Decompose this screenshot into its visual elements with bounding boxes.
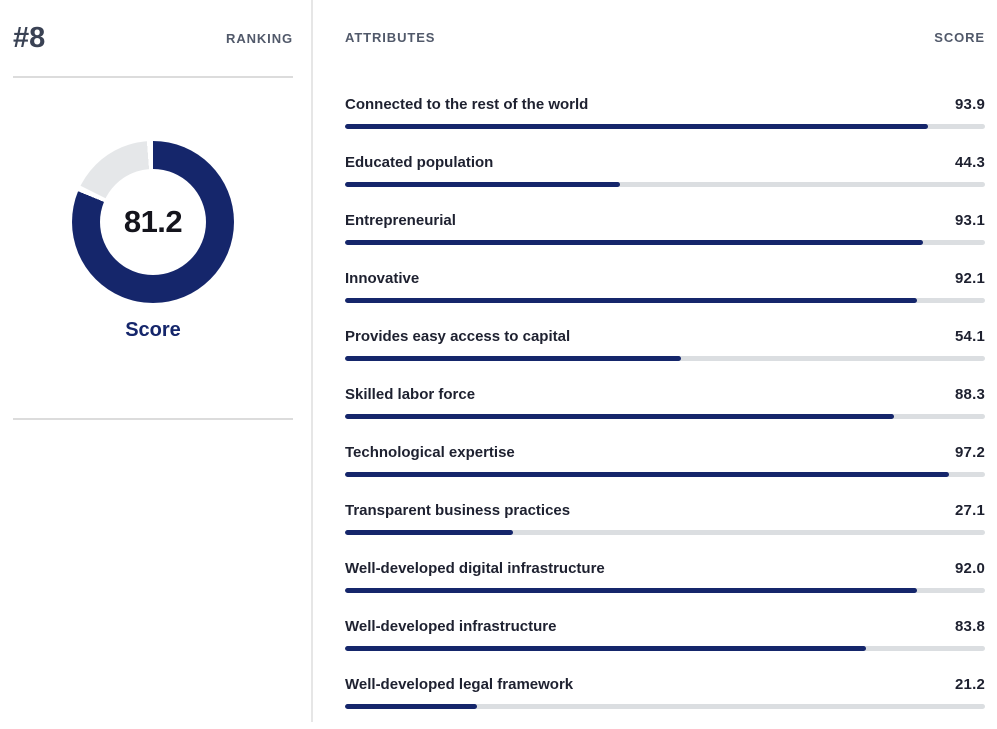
attribute-bar-track — [345, 414, 985, 419]
ranking-header: #8 RANKING — [13, 0, 293, 78]
attribute-row: Skilled labor force 88.3 — [345, 385, 985, 419]
attributes-header: ATTRIBUTES — [345, 30, 436, 45]
attribute-bar-fill — [345, 588, 917, 593]
attribute-score: 93.9 — [955, 96, 985, 113]
attribute-row-line: Transparent business practices 27.1 — [345, 501, 985, 521]
attribute-bar-fill — [345, 124, 929, 129]
ranking-panel: #8 RANKING 81.2 Score — [13, 0, 293, 420]
attribute-row-line: Connected to the rest of the world 93.9 — [345, 95, 985, 115]
rank-value: #8 — [13, 21, 46, 54]
attribute-score: 27.1 — [955, 502, 985, 519]
attribute-bar-track — [345, 182, 985, 187]
attribute-row-line: Well-developed digital infrastructure 92… — [345, 559, 985, 579]
attribute-bar-track — [345, 240, 985, 245]
attribute-bar-fill — [345, 240, 924, 245]
attribute-score: 21.2 — [955, 676, 985, 693]
vertical-separator — [311, 0, 313, 722]
attributes-header-row: ATTRIBUTES SCORE — [345, 0, 985, 45]
attribute-label: Well-developed digital infrastructure — [345, 560, 605, 577]
attribute-score: 97.2 — [955, 444, 985, 461]
attributes-panel: ATTRIBUTES SCORE Connected to the rest o… — [345, 0, 985, 729]
attribute-score: 54.1 — [955, 328, 985, 345]
attribute-bar-track — [345, 472, 985, 477]
attribute-score: 44.3 — [955, 154, 985, 171]
attribute-row: Well-developed digital infrastructure 92… — [345, 559, 985, 593]
attribute-bar-track — [345, 646, 985, 651]
attribute-bar-fill — [345, 414, 894, 419]
score-value: 81.2 — [123, 204, 183, 239]
attribute-row-line: Well-developed legal framework 21.2 — [345, 675, 985, 695]
attribute-label: Well-developed legal framework — [345, 676, 574, 693]
attribute-row: Transparent business practices 27.1 — [345, 501, 985, 535]
attribute-row-line: Skilled labor force 88.3 — [345, 385, 985, 405]
attribute-row: Entrepreneurial 93.1 — [345, 211, 985, 245]
attribute-bar-track — [345, 124, 985, 129]
attribute-row-line: Innovative 92.1 — [345, 269, 985, 289]
attribute-label: Well-developed infrastructure — [345, 618, 557, 635]
attribute-label: Educated population — [345, 154, 494, 171]
attributes-list: Connected to the rest of the world 93.9 … — [345, 95, 985, 709]
left-panel-divider — [13, 418, 293, 420]
attribute-bar-track — [345, 356, 985, 361]
attribute-label: Technological expertise — [345, 444, 515, 461]
attribute-row: Innovative 92.1 — [345, 269, 985, 303]
attribute-score: 88.3 — [955, 386, 985, 403]
attribute-row-line: Educated population 44.3 — [345, 153, 985, 173]
attribute-bar-fill — [345, 646, 866, 651]
attribute-row: Well-developed legal framework 21.2 — [345, 675, 985, 709]
attribute-label: Provides easy access to capital — [345, 328, 571, 345]
attribute-bar-track — [345, 704, 985, 709]
score-donut-hole: 81.2 — [100, 169, 206, 275]
score-header: SCORE — [934, 30, 985, 45]
attribute-label: Entrepreneurial — [345, 212, 456, 229]
score-label: Score — [125, 319, 181, 341]
attribute-row: Technological expertise 97.2 — [345, 443, 985, 477]
score-gauge: 81.2 Score — [13, 141, 293, 342]
attribute-label: Innovative — [345, 270, 420, 287]
attribute-bar-fill — [345, 182, 621, 187]
attribute-score: 92.1 — [955, 270, 985, 287]
attribute-bar-fill — [345, 356, 682, 361]
attribute-score: 93.1 — [955, 212, 985, 229]
attribute-bar-track — [345, 530, 985, 535]
attribute-row-line: Technological expertise 97.2 — [345, 443, 985, 463]
attribute-row-line: Entrepreneurial 93.1 — [345, 211, 985, 231]
attribute-bar-fill — [345, 530, 514, 535]
attribute-row: Educated population 44.3 — [345, 153, 985, 187]
ranking-label: RANKING — [226, 30, 293, 46]
attribute-bar-fill — [345, 472, 949, 477]
attribute-bar-fill — [345, 704, 477, 709]
attribute-score: 83.8 — [955, 618, 985, 635]
attribute-bar-fill — [345, 298, 918, 303]
score-donut: 81.2 — [72, 141, 234, 303]
attribute-row-line: Provides easy access to capital 54.1 — [345, 327, 985, 347]
attribute-score: 92.0 — [955, 560, 985, 577]
attribute-label: Connected to the rest of the world — [345, 96, 589, 113]
attribute-label: Skilled labor force — [345, 386, 476, 403]
attribute-row: Provides easy access to capital 54.1 — [345, 327, 985, 361]
attribute-row: Well-developed infrastructure 83.8 — [345, 617, 985, 651]
attribute-bar-track — [345, 298, 985, 303]
attribute-bar-track — [345, 588, 985, 593]
attribute-label: Transparent business practices — [345, 502, 571, 519]
attribute-row: Connected to the rest of the world 93.9 — [345, 95, 985, 129]
attribute-row-line: Well-developed infrastructure 83.8 — [345, 617, 985, 637]
